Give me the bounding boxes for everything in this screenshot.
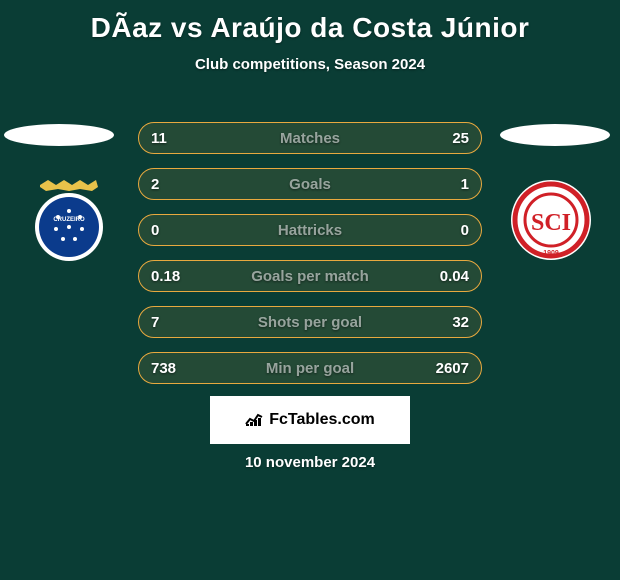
avatar-right-placeholder — [500, 124, 610, 146]
stat-left-value: 11 — [151, 130, 185, 147]
stat-row-mpg: 738 Min per goal 2607 — [138, 352, 482, 384]
avatar-left-placeholder — [4, 124, 114, 146]
stat-right-value: 2607 — [435, 360, 469, 377]
stat-right-value: 0.04 — [435, 268, 469, 285]
stat-left-value: 0.18 — [151, 268, 185, 285]
crest-left: CRUZEIRO — [20, 178, 118, 262]
stat-left-value: 2 — [151, 176, 185, 193]
svg-text:1909: 1909 — [543, 250, 559, 257]
internacional-crest-icon: SCI 1909 — [508, 177, 594, 263]
stat-label: Goals — [289, 176, 331, 193]
stat-label: Matches — [280, 130, 340, 147]
crest-right: SCI 1909 — [502, 178, 600, 262]
stat-right-value: 0 — [435, 222, 469, 239]
stats-table: 11 Matches 25 2 Goals 1 0 Hattricks 0 0.… — [138, 122, 482, 398]
stat-row-matches: 11 Matches 25 — [138, 122, 482, 154]
stat-right-value: 32 — [435, 314, 469, 331]
stat-row-hattricks: 0 Hattricks 0 — [138, 214, 482, 246]
chart-icon — [245, 412, 263, 429]
stat-right-value: 1 — [435, 176, 469, 193]
cruzeiro-crest-icon: CRUZEIRO — [20, 177, 118, 263]
fctables-badge[interactable]: FcTables.com — [210, 396, 410, 444]
stat-left-value: 738 — [151, 360, 185, 377]
date-label: 10 november 2024 — [0, 454, 620, 471]
stat-label: Shots per goal — [258, 314, 362, 331]
stat-row-spg: 7 Shots per goal 32 — [138, 306, 482, 338]
stat-row-goals: 2 Goals 1 — [138, 168, 482, 200]
stat-left-value: 7 — [151, 314, 185, 331]
stat-label: Goals per match — [251, 268, 369, 285]
page-title: DÃ­az vs Araújo da Costa Júnior — [0, 0, 620, 44]
stat-label: Min per goal — [266, 360, 354, 377]
stat-row-gpm: 0.18 Goals per match 0.04 — [138, 260, 482, 292]
badge-label: FcTables.com — [269, 411, 375, 429]
page-subtitle: Club competitions, Season 2024 — [0, 56, 620, 73]
stat-right-value: 25 — [435, 130, 469, 147]
stat-left-value: 0 — [151, 222, 185, 239]
stat-label: Hattricks — [278, 222, 342, 239]
svg-text:CRUZEIRO: CRUZEIRO — [53, 217, 85, 223]
svg-text:SCI: SCI — [531, 210, 571, 236]
